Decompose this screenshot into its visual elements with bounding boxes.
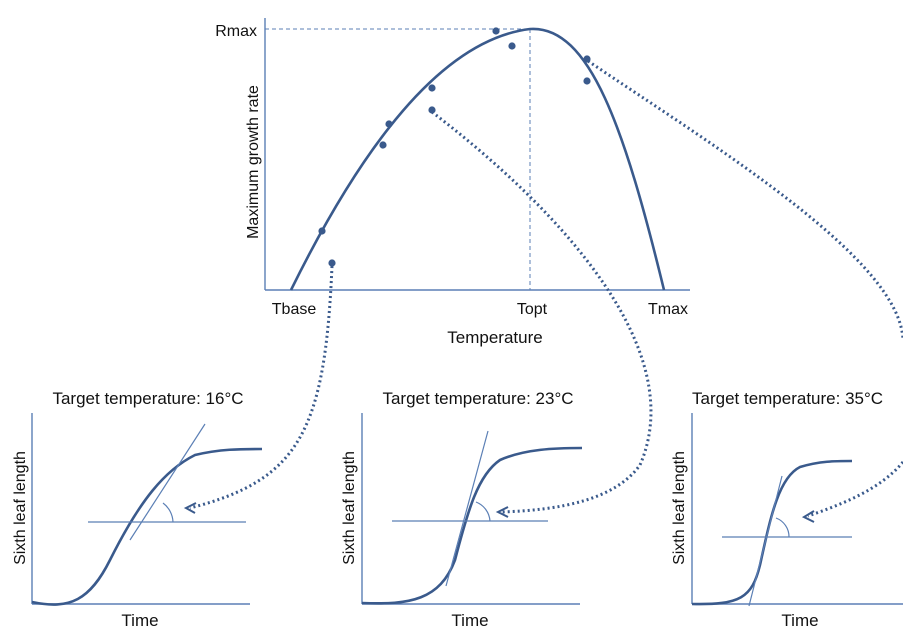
arrowhead-16c <box>183 502 197 514</box>
tangent-line <box>748 475 783 607</box>
panel-y-axis-label: Sixth leaf length <box>12 451 29 565</box>
connector-arrowheads <box>183 502 815 523</box>
panel-x-axis-label: Time <box>451 611 488 630</box>
arrowhead-35c <box>801 510 815 523</box>
data-point <box>318 227 326 235</box>
panel-y-axis-label: Sixth leaf length <box>341 451 358 565</box>
panel-x-axis-label: Time <box>781 611 818 630</box>
connector-35c <box>587 59 903 341</box>
tbase-label: Tbase <box>272 301 317 318</box>
tmax-label: Tmax <box>648 301 688 318</box>
data-point <box>492 27 500 35</box>
growth-curve <box>31 447 263 606</box>
panel-x-axis-label: Time <box>121 611 158 630</box>
panel-35c: Target temperature: 35°C Time Sixth leaf… <box>671 389 903 630</box>
connector-35c-lower <box>807 461 903 518</box>
data-point <box>328 259 336 267</box>
panel-title: Target temperature: 16°C <box>52 389 243 408</box>
connector-16c <box>189 265 334 510</box>
growth-rate-curve <box>289 27 666 291</box>
slope-angle-arc <box>475 501 491 522</box>
panel-23c: Target temperature: 23°C Time Sixth leaf… <box>341 389 583 630</box>
growth-curve <box>361 446 583 605</box>
data-point <box>385 120 393 128</box>
topt-label: Topt <box>517 301 548 318</box>
main-y-axis-label: Maximum growth rate <box>245 85 262 239</box>
data-point <box>379 141 387 149</box>
main-x-axis-label: Temperature <box>447 328 542 347</box>
data-point <box>508 42 516 50</box>
data-point <box>428 84 436 92</box>
panel-y-axis-label: Sixth leaf length <box>671 451 688 565</box>
rmax-label: Rmax <box>215 23 257 40</box>
panel-16c: Target temperature: 16°C Time Sixth leaf… <box>12 389 263 630</box>
slope-angle-arc <box>775 517 790 538</box>
tangent-line <box>129 423 206 541</box>
main-plot: Rmax Tbase Topt Tmax Temperature Maximum… <box>215 18 690 347</box>
data-point <box>583 77 591 85</box>
slope-angle-arc <box>162 502 174 523</box>
growth-curve <box>691 459 853 606</box>
panel-title: Target temperature: 35°C <box>692 389 883 408</box>
arrowhead-23c <box>495 506 509 518</box>
panel-title: Target temperature: 23°C <box>382 389 573 408</box>
tangent-line <box>445 430 489 587</box>
connectors <box>189 59 903 518</box>
